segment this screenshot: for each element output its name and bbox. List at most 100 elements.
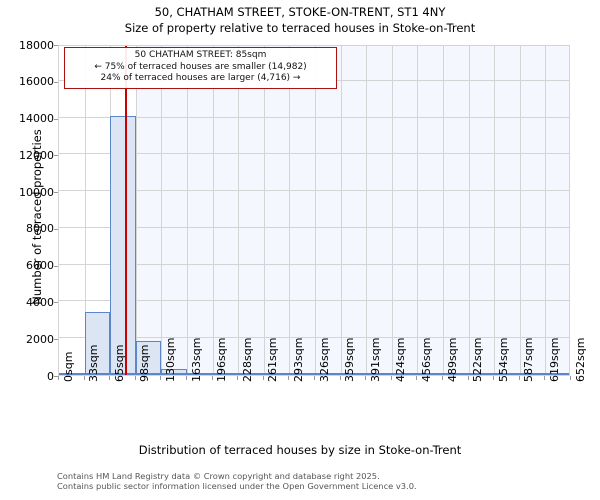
gridline-horizontal — [59, 226, 569, 228]
title-block: 50, CHATHAM STREET, STOKE-ON-TRENT, ST1 … — [0, 4, 600, 36]
histogram-bar — [161, 369, 187, 375]
gridline-vertical — [443, 46, 444, 375]
x-axis-tick-label: 391sqm — [368, 337, 382, 382]
y-axis-tick-label: 2000 — [26, 332, 54, 346]
x-axis-tick-mark — [442, 376, 443, 380]
x-axis-tick-label: 130sqm — [163, 337, 177, 382]
y-axis-tick-mark — [54, 192, 58, 194]
x-axis-tick-mark — [570, 376, 571, 380]
y-axis-tick-mark — [54, 45, 58, 46]
x-axis-tick-label: 652sqm — [573, 337, 587, 382]
y-axis-tick-mark — [54, 228, 58, 230]
x-axis-tick-label: 359sqm — [343, 337, 357, 382]
property-size-marker-line — [124, 46, 127, 375]
y-axis-tick-mark — [54, 118, 58, 120]
x-axis-tick-label: 522sqm — [471, 337, 485, 382]
x-axis-tick-mark — [544, 376, 545, 380]
larger-properties-shaded-region — [135, 46, 569, 375]
x-axis-tick-mark — [135, 376, 136, 380]
attribution-footer: Contains HM Land Registry data © Crown c… — [57, 471, 417, 491]
y-axis-tick-mark — [54, 302, 58, 304]
x-axis-tick-mark — [237, 376, 238, 380]
y-axis-ticks: 0 2000 4000 6000 8000 10000 12000 14000 16000 180… — [0, 0, 58, 500]
gridline-vertical — [392, 46, 393, 375]
gridline-vertical — [136, 46, 137, 375]
annotation-line-2: ← 75% of terraced houses are smaller (14… — [94, 61, 307, 72]
x-axis-tick-label: 196sqm — [215, 337, 229, 382]
x-axis-tick-mark — [84, 376, 85, 380]
x-axis-tick-mark — [493, 376, 494, 380]
property-annotation-callout: 50 CHATHAM STREET: 85sqm ← 75% of terrac… — [64, 47, 337, 89]
footer-line-1: Contains HM Land Registry data © Crown c… — [57, 471, 380, 481]
histogram-bar — [84, 311, 111, 375]
x-axis-tick-label: 33sqm — [87, 344, 101, 382]
annotation-line-3: 24% of terraced houses are larger (4,716… — [100, 73, 301, 83]
x-axis-tick-mark — [416, 376, 417, 380]
y-axis-tick-mark — [54, 376, 58, 377]
y-axis-tick-label: 12000 — [19, 148, 54, 162]
histogram-bar — [110, 115, 136, 375]
x-axis-tick-mark — [263, 376, 264, 380]
gridline-horizontal — [59, 337, 569, 339]
gridline-vertical — [366, 46, 367, 375]
x-axis-tick-mark — [314, 376, 315, 380]
x-axis-tick-mark — [109, 376, 110, 380]
x-axis-ticks: 0sqm 33sqm 65sqm 98sqm 130sqm 163sqm 196sqm 228… — [0, 338, 600, 446]
x-axis-tick-label: 326sqm — [317, 337, 331, 382]
x-axis-tick-mark — [288, 376, 289, 380]
x-axis-tick-label: 424sqm — [394, 337, 408, 382]
gridline-horizontal — [59, 190, 569, 192]
x-axis-tick-label: 0sqm — [61, 351, 75, 382]
x-axis-tick-label: 587sqm — [522, 337, 536, 382]
chart-plot-area — [58, 45, 570, 376]
gridline-vertical — [85, 46, 86, 375]
gridline-vertical — [520, 46, 521, 375]
gridline-vertical — [238, 46, 239, 375]
x-axis-tick-label: 293sqm — [291, 337, 305, 382]
x-axis-tick-label: 65sqm — [112, 344, 126, 382]
y-axis-tick-label: 16000 — [19, 75, 54, 89]
x-axis-tick-label: 98sqm — [138, 344, 152, 382]
x-axis-tick-mark — [391, 376, 392, 380]
page-subtitle: Size of property relative to terraced ho… — [124, 21, 476, 35]
x-axis-tick-label: 228sqm — [240, 337, 254, 382]
footer-line-2: Contains public sector information licen… — [57, 481, 417, 491]
gridline-vertical — [264, 46, 265, 375]
x-axis-tick-mark — [212, 376, 213, 380]
x-axis-tick-label: 489sqm — [445, 337, 459, 382]
gridline-horizontal — [59, 263, 569, 265]
x-axis-tick-mark — [186, 376, 187, 380]
annotation-line-1: 50 CHATHAM STREET: 85sqm — [134, 50, 267, 60]
x-axis-tick-label: 456sqm — [419, 337, 433, 382]
x-axis-tick-mark — [58, 376, 59, 380]
gridline-vertical — [315, 46, 316, 375]
gridline-vertical — [494, 46, 495, 375]
x-axis-tick-label: 619sqm — [547, 337, 561, 382]
x-axis-tick-mark — [519, 376, 520, 380]
x-axis-tick-label: 261sqm — [266, 337, 280, 382]
y-axis-title: Number of terraced properties — [30, 129, 44, 305]
x-axis-tick-mark — [160, 376, 161, 380]
x-axis-tick-label: 163sqm — [189, 337, 203, 382]
axis-baseline — [59, 373, 569, 375]
y-axis-tick-mark — [54, 155, 58, 157]
page-title: 50, CHATHAM STREET, STOKE-ON-TRENT, ST1 … — [154, 5, 446, 19]
y-axis-tick-mark — [54, 339, 58, 341]
y-axis-tick-label: 8000 — [26, 222, 54, 236]
y-axis-tick-label: 18000 — [19, 38, 54, 52]
x-axis-tick-label: 554sqm — [496, 337, 510, 382]
gridline-horizontal — [59, 300, 569, 302]
gridline-vertical — [187, 46, 188, 375]
gridline-vertical — [213, 46, 214, 375]
y-axis-tick-label: 6000 — [26, 259, 54, 273]
y-axis-tick-label: 0 — [47, 369, 54, 383]
gridline-vertical — [289, 46, 290, 375]
gridline-vertical — [469, 46, 470, 375]
x-axis-title: Distribution of terraced houses by size … — [138, 443, 462, 457]
y-axis-tick-label: 14000 — [19, 112, 54, 126]
histogram-bar — [135, 340, 162, 375]
gridline-vertical — [417, 46, 418, 375]
gridline-vertical — [341, 46, 342, 375]
y-axis-tick-mark — [54, 81, 58, 83]
y-axis-tick-mark — [54, 265, 58, 267]
